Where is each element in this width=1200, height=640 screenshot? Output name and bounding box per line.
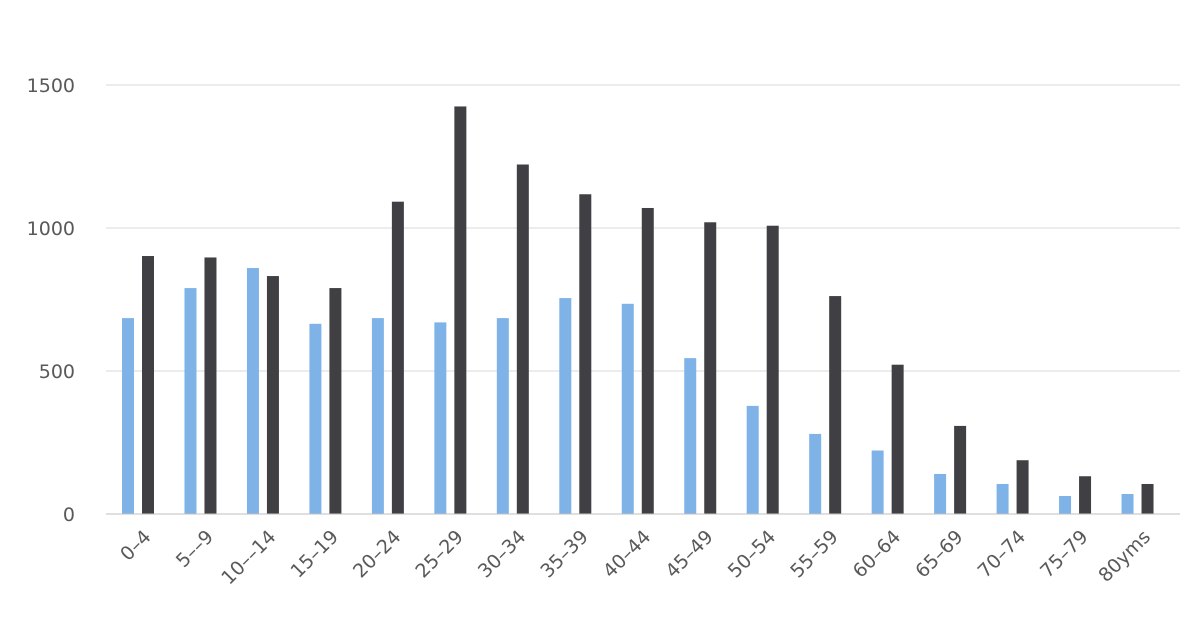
bar-series-1: [871, 450, 884, 514]
bar-series-2: [516, 164, 529, 514]
bar-series-2: [391, 201, 404, 515]
bar-series-1: [309, 323, 322, 514]
bar-series-1: [122, 318, 134, 514]
bars: [122, 106, 1154, 515]
bar-series-2: [829, 296, 842, 514]
x-category-label: 20–24: [349, 526, 405, 582]
x-category-label: 50–54: [724, 526, 780, 582]
x-category-label: 0–4: [116, 526, 155, 565]
bar-series-1: [1059, 495, 1072, 514]
bar-series-2: [641, 207, 654, 515]
x-category-label: 70–74: [974, 526, 1030, 582]
bar-series-1: [184, 288, 197, 514]
bar-series-1: [809, 433, 822, 514]
x-category-label: 75–79: [1036, 526, 1092, 582]
x-category-label: 30–34: [474, 526, 530, 582]
bar-series-2: [704, 222, 717, 514]
bar-series-1: [434, 322, 447, 514]
y-tick-label: 1500: [27, 75, 75, 97]
bar-series-2: [954, 425, 967, 514]
x-category-label: 60–64: [849, 526, 905, 582]
x-axis-category-labels: 0–4 5––9 10––14 15–19 20–24 25–29 30–34 35–39 40…: [116, 526, 1155, 589]
y-tick-label: 0: [63, 504, 75, 526]
bar-series-2: [766, 225, 779, 514]
bar-series-1: [621, 303, 634, 514]
bar-series-1: [1121, 493, 1134, 514]
bar-series-2: [891, 364, 904, 514]
bar-series-2: [1016, 460, 1029, 514]
x-category-label: 25–29: [411, 526, 467, 582]
x-category-label: 10––14: [217, 526, 280, 589]
bar-series-1: [746, 405, 759, 514]
bar-series-2: [266, 276, 279, 514]
bar-series-1: [934, 473, 947, 514]
bar-series-1: [496, 318, 509, 514]
y-axis-tick-labels: 0 500 1000 1500: [27, 75, 75, 526]
x-category-label: 45–49: [661, 526, 717, 582]
x-category-label: 80yms: [1094, 526, 1155, 587]
bar-series-1: [246, 268, 259, 514]
bar-series-2: [329, 288, 342, 514]
bar-series-2: [579, 194, 592, 514]
y-tick-label: 500: [39, 361, 75, 383]
x-category-label: 35–39: [536, 526, 592, 582]
bar-series-1: [371, 318, 384, 514]
y-tick-label: 1000: [27, 218, 75, 240]
bar-series-1: [684, 358, 697, 514]
bar-series-2: [1079, 476, 1092, 514]
bar-series-2: [204, 257, 217, 514]
bar-series-2: [1141, 483, 1154, 514]
x-category-label: 5––9: [172, 526, 218, 572]
bar-series-2: [142, 256, 154, 514]
bar-series-1: [559, 298, 572, 514]
bar-series-1: [996, 483, 1009, 514]
x-category-label: 40–44: [599, 526, 655, 582]
bar-series-2: [454, 106, 467, 514]
x-category-label: 65–69: [911, 526, 967, 582]
x-category-label: 55–59: [786, 526, 842, 582]
x-category-label: 15–19: [286, 526, 342, 582]
